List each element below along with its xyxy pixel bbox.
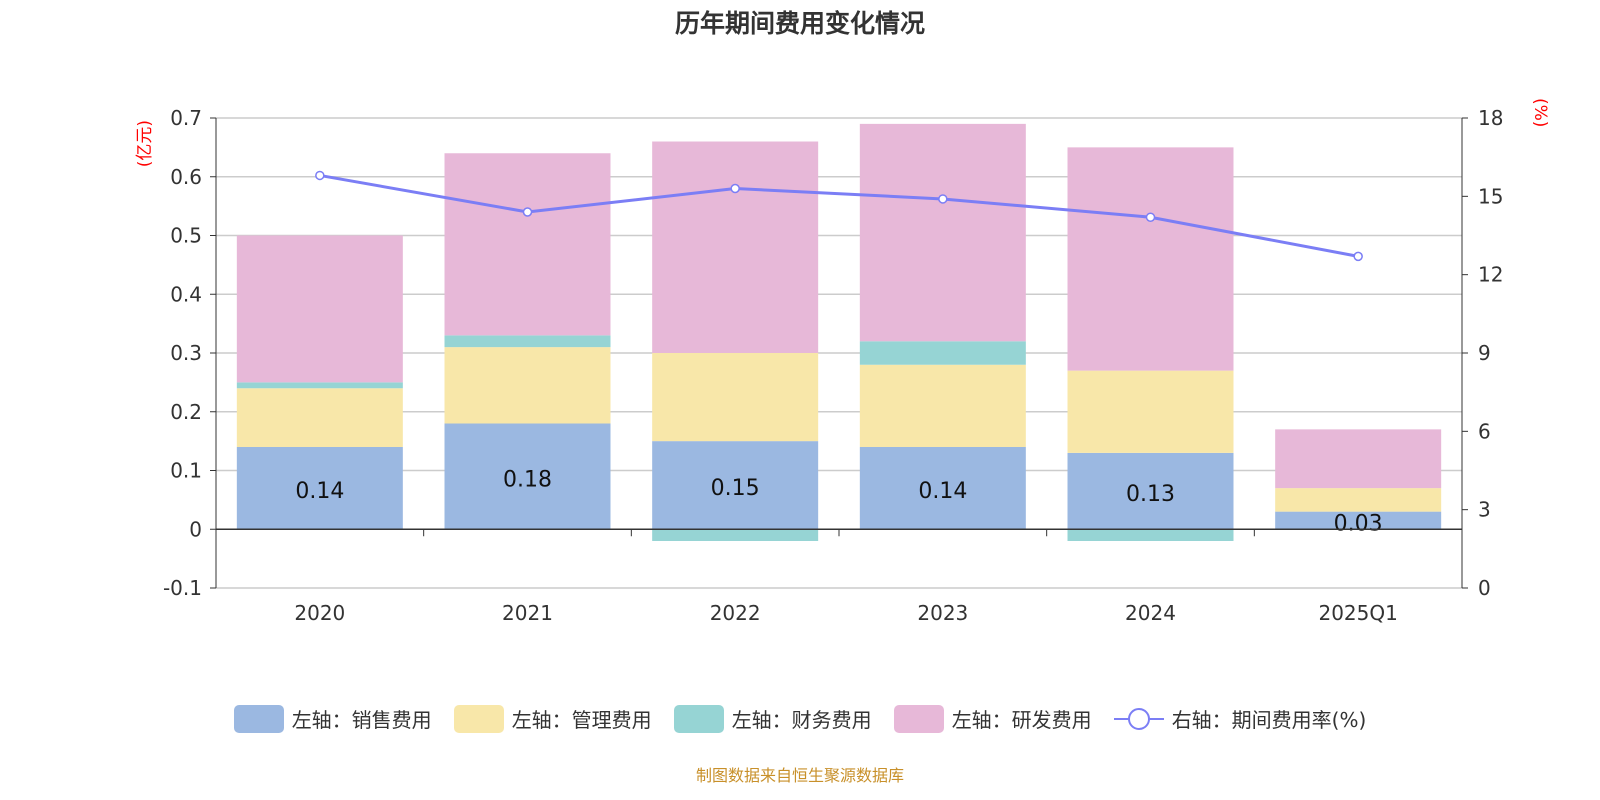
right-axis-tick-label: 18 <box>1478 106 1503 130</box>
legend-label: 左轴：管理费用 <box>511 708 652 732</box>
legend-item[interactable]: 左轴：研发费用 <box>893 704 1092 733</box>
right-axis-tick-label: 9 <box>1478 341 1491 365</box>
legend: 左轴：销售费用 左轴：管理费用 左轴：财务费用 左轴：研发费用 右轴：期间费用率(%) <box>0 704 1600 733</box>
legend-label: 左轴：销售费用 <box>291 708 432 732</box>
x-axis-label: 2022 <box>710 601 761 625</box>
legend-label: 左轴：研发费用 <box>951 708 1092 732</box>
bar-segment <box>859 447 1026 530</box>
bar-segment <box>236 447 403 530</box>
right-axis-unit: (%) <box>1530 98 1550 127</box>
rate-point <box>730 183 740 194</box>
legend-swatch <box>673 704 724 733</box>
x-axis-label: 2024 <box>1125 601 1176 625</box>
bar-segment <box>444 153 611 336</box>
left-axis-tick-label: 0.6 <box>170 165 202 189</box>
bar-segment <box>652 141 819 353</box>
right-axis-tick-label: 0 <box>1478 576 1491 600</box>
bar-segment <box>859 341 1026 365</box>
rate-point <box>315 170 325 181</box>
bar-segment <box>1067 147 1234 371</box>
left-axis-tick-label: 0.3 <box>170 341 202 365</box>
legend-item[interactable]: 左轴：管理费用 <box>453 704 652 733</box>
left-axis-tick-label: 0 <box>189 517 202 541</box>
data-label: 0.03 <box>1334 511 1383 536</box>
rate-point <box>1353 251 1363 262</box>
data-label: 0.14 <box>918 479 967 504</box>
legend-swatch <box>893 704 944 733</box>
data-label: 0.18 <box>503 467 552 492</box>
right-axis-tick-label: 6 <box>1478 419 1491 443</box>
right-axis-tick-label: 15 <box>1478 184 1503 208</box>
bar-segment <box>859 364 1026 447</box>
legend-swatch <box>233 704 284 733</box>
rate-line <box>319 173 1359 258</box>
left-axis-tick-label: 0.7 <box>170 106 202 130</box>
left-axis-unit: (亿元) <box>135 120 155 167</box>
left-axis-tick-label: 0.2 <box>170 400 202 424</box>
legend-item[interactable]: 左轴：销售费用 <box>233 704 432 733</box>
data-label: 0.13 <box>1126 482 1175 507</box>
legend-label: 左轴：财务费用 <box>731 708 872 732</box>
chart-title: 历年期间费用变化情况 <box>674 9 925 38</box>
legend-item[interactable]: 左轴：财务费用 <box>673 704 872 733</box>
source-footer: 制图数据来自恒生聚源数据库 <box>695 766 904 785</box>
rate-point <box>938 194 948 204</box>
line-marker-icon <box>1113 707 1164 730</box>
bar-segment <box>1275 511 1442 530</box>
bar-segment <box>1275 429 1442 489</box>
bar-segment <box>859 123 1026 342</box>
x-axis-label: 2021 <box>502 601 553 625</box>
data-label: 0.15 <box>711 476 760 501</box>
bar-segment <box>444 423 611 530</box>
bar-segment <box>236 382 403 389</box>
bar-segment <box>444 335 611 348</box>
bar-segment <box>1067 452 1234 530</box>
left-axis-tick-label: 0.4 <box>170 282 202 306</box>
legend-item[interactable]: 右轴：期间费用率(%) <box>1113 704 1367 733</box>
rate-point <box>1145 212 1156 222</box>
right-axis-tick-label: 3 <box>1478 498 1491 522</box>
left-axis-tick-label: 0.1 <box>170 459 202 483</box>
left-axis-tick-label: 0.5 <box>170 224 202 248</box>
right-axis-tick-label: 12 <box>1478 263 1503 287</box>
x-axis-label: 2025Q1 <box>1318 601 1397 625</box>
bar-segment <box>652 529 819 541</box>
legend-swatch <box>453 704 504 733</box>
x-axis-label: 2023 <box>917 601 968 625</box>
bar-segment <box>444 347 611 424</box>
data-label: 0.14 <box>295 479 344 504</box>
bar-segment <box>1067 370 1234 453</box>
bar-segment <box>236 388 403 447</box>
chart-plot: -0.1 0 0.1 0.2 0.3 0.4 0.5 0.6 0.7 0 3 6 9 12 15 18 (亿元)… <box>135 98 1550 625</box>
rate-point <box>522 207 533 217</box>
legend-label: 右轴：期间费用率(%) <box>1171 708 1367 732</box>
bar-segment <box>652 353 819 442</box>
bar-segment <box>652 441 819 530</box>
bar-segment <box>236 235 403 383</box>
bar-segment <box>1275 488 1442 512</box>
x-axis-label: 2020 <box>294 601 345 625</box>
left-axis-tick-label: -0.1 <box>163 576 202 600</box>
bar-segment <box>1067 529 1234 541</box>
